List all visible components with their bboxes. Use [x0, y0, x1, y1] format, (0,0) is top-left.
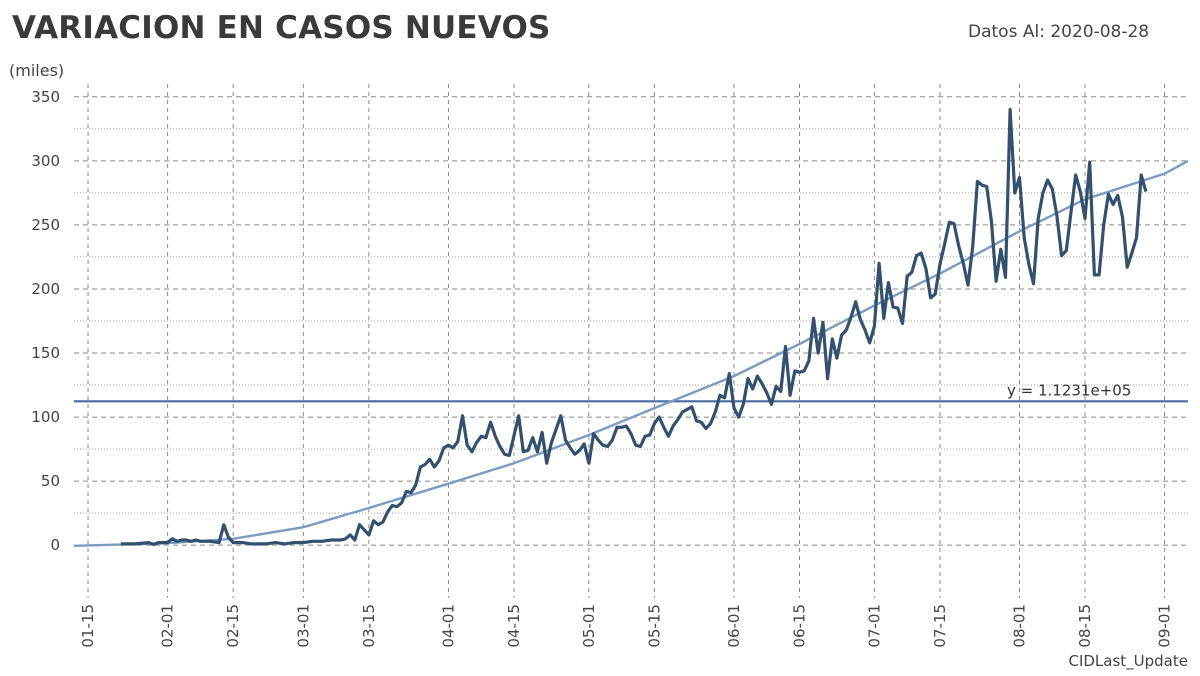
y-tick-label: 100 — [31, 408, 60, 426]
data-date-label: Datos Al: 2020-08-28 — [968, 22, 1150, 42]
y-tick-label: 50 — [41, 472, 60, 490]
x-tick-label: 07-01 — [865, 604, 883, 648]
y-tick-label: 0 — [50, 536, 60, 554]
x-tick-label: 08-15 — [1076, 604, 1094, 648]
source-label: CIDLast_Update — [1068, 652, 1188, 670]
trend-line — [73, 159, 1189, 547]
y-axis-ticks: 0 50 100 150 200 250 300 350 — [31, 88, 60, 554]
x-tick-label: 08-01 — [1010, 604, 1028, 648]
mean-line-label: y = 1.1231e+05 — [1007, 381, 1131, 399]
annotations: y = 1.1231e+05 — [1007, 381, 1131, 399]
y-tick-label: 300 — [31, 152, 60, 170]
y-unit-label: (miles) — [9, 61, 65, 80]
x-tick-label: 05-15 — [645, 604, 663, 648]
y-tick-label: 200 — [31, 280, 60, 298]
page-title: VARIACION EN CASOS NUEVOS — [12, 10, 551, 46]
y-tick-label: 150 — [31, 344, 60, 362]
x-tick-label: 02-15 — [224, 604, 242, 648]
daily-cases-line — [120, 108, 1148, 547]
x-tick-label: 05-01 — [580, 604, 598, 648]
y-tick-label: 250 — [31, 216, 60, 234]
y-tick-label: 350 — [31, 88, 60, 106]
x-tick-label: 04-15 — [505, 604, 523, 648]
x-tick-label: 03-01 — [294, 604, 312, 648]
x-tick-label: 01-15 — [79, 604, 97, 648]
x-tick-label: 04-01 — [439, 604, 457, 648]
x-tick-label: 06-15 — [791, 604, 809, 648]
x-tick-label: 02-01 — [159, 604, 177, 648]
x-tick-label: 03-15 — [360, 604, 378, 648]
x-tick-label: 07-15 — [931, 604, 949, 648]
x-tick-label: 06-01 — [725, 604, 743, 648]
x-tick-label: 09-01 — [1156, 604, 1174, 648]
series-layer — [73, 108, 1189, 547]
x-axis-ticks: 01-15 02-01 02-15 03-01 03-15 04-01 04-15 05-01… — [79, 604, 1174, 648]
grid — [74, 84, 1188, 598]
